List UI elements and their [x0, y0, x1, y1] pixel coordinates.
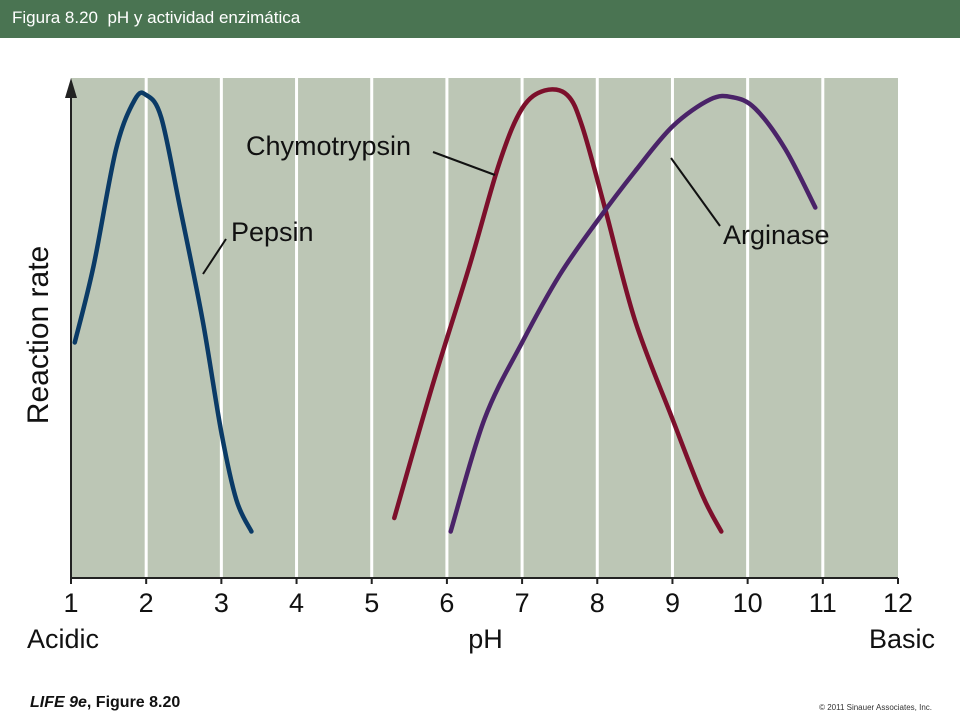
annotation-leader-chymotrypsin — [432, 151, 496, 176]
x-tick-label-12: 12 — [883, 588, 913, 618]
x-end-label-acidic: Acidic — [27, 624, 99, 654]
annotation-label-chymotrypsin: Chymotrypsin — [246, 131, 411, 161]
copyright: © 2011 Sinauer Associates, Inc. — [819, 703, 932, 712]
x-axis-label: pH — [468, 624, 503, 654]
annotation-leader-pepsin — [202, 238, 227, 275]
x-tick-label-4: 4 — [289, 588, 304, 618]
x-tick-label-5: 5 — [364, 588, 379, 618]
title-bar: Figura 8.20 pH y actividad enzimática — [0, 0, 960, 38]
annotation-label-pepsin: Pepsin — [231, 217, 314, 247]
x-tick-label-7: 7 — [515, 588, 530, 618]
figure-number: , Figure 8.20 — [86, 694, 181, 711]
figure-source: LIFE 9e, Figure 8.20 — [30, 694, 180, 712]
annotation-label-arginase: Arginase — [723, 220, 830, 250]
y-axis-label: Reaction rate — [22, 246, 55, 424]
x-tick-label-8: 8 — [590, 588, 605, 618]
x-end-label-basic: Basic — [869, 624, 935, 654]
plot-area — [71, 78, 898, 578]
x-tick-label-2: 2 — [139, 588, 154, 618]
annotation-leader-arginase — [670, 157, 721, 227]
book-title: LIFE 9e — [30, 694, 87, 711]
x-tick-label-10: 10 — [733, 588, 763, 618]
x-tick-label-9: 9 — [665, 588, 680, 618]
series-line-arginase — [448, 93, 818, 534]
series-line-pepsin — [72, 90, 254, 534]
page-title: Figura 8.20 pH y actividad enzimática — [12, 8, 301, 27]
x-tick-label-6: 6 — [439, 588, 454, 618]
x-tick-label-11: 11 — [809, 588, 837, 618]
x-tick-label-3: 3 — [214, 588, 229, 618]
x-tick-label-1: 1 — [63, 588, 78, 618]
series-line-chymotrypsin — [392, 87, 724, 534]
y-axis-arrow — [65, 78, 77, 98]
